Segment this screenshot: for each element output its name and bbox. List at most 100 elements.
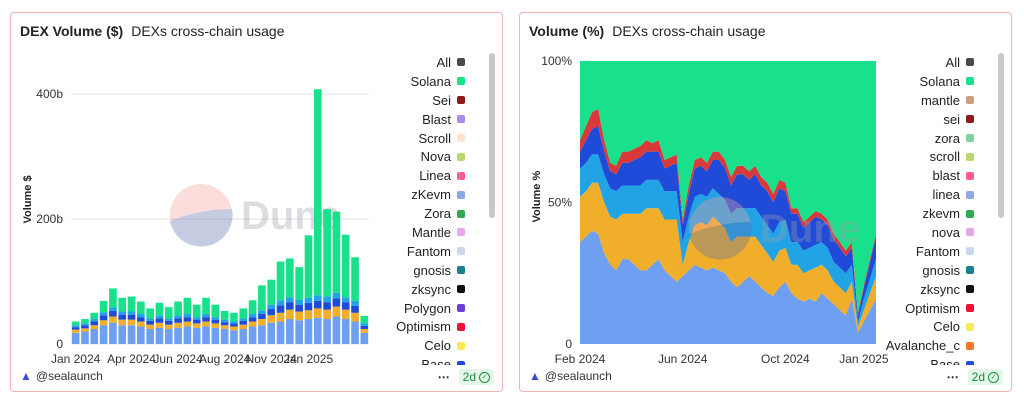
bar-segment	[351, 257, 359, 301]
legend-swatch	[457, 285, 465, 294]
legend-swatch	[966, 115, 974, 124]
bar-segment	[295, 267, 303, 300]
legend-item[interactable]: Celo	[355, 336, 465, 355]
bar-segment	[137, 317, 145, 322]
legend-item[interactable]: blast	[864, 166, 974, 185]
legend-item[interactable]: Linea	[355, 166, 465, 185]
legend-item[interactable]: nova	[864, 223, 974, 242]
footer-author[interactable]: ▲ @sealaunch	[20, 369, 103, 383]
legend-swatch	[457, 190, 465, 199]
legend-item[interactable]: Polygon	[355, 299, 465, 318]
legend-item[interactable]: zora	[864, 129, 974, 148]
legend-item[interactable]: Nova	[355, 147, 465, 166]
refresh-badge[interactable]: 2d ✓	[967, 369, 1003, 385]
bar-segment	[137, 301, 145, 315]
bar-segment	[276, 312, 285, 322]
bar-segment	[267, 309, 276, 316]
legend-item[interactable]: gnosis	[864, 261, 974, 280]
legend-item[interactable]: gnosis	[355, 261, 465, 280]
bar-segment	[286, 297, 294, 303]
legend-item[interactable]: Fantom	[355, 242, 465, 261]
bar-segment	[155, 315, 164, 319]
bar-segment	[323, 209, 331, 297]
legend-swatch	[457, 341, 465, 350]
legend-item[interactable]: Sei	[355, 91, 465, 110]
legend-item[interactable]: Blast	[355, 110, 465, 129]
legend-item[interactable]: Avalanche_c	[864, 336, 974, 355]
x-tick-label: Nov 2024	[246, 352, 298, 366]
bar-segment	[174, 322, 182, 328]
legend-swatch	[966, 304, 974, 313]
legend-item[interactable]: mantle	[864, 91, 974, 110]
more-dots-icon[interactable]: ⋯	[437, 370, 451, 384]
legend-label: zKevm	[411, 187, 451, 203]
legend-item[interactable]: scroll	[864, 147, 974, 166]
bar-segment	[248, 317, 257, 322]
legend-item[interactable]: Fantom	[864, 242, 974, 261]
legend-item[interactable]: zkevm	[864, 204, 974, 223]
legend-swatch	[966, 266, 974, 275]
legend-item[interactable]: Mantle	[355, 223, 465, 242]
legend-item[interactable]: linea	[864, 185, 974, 204]
bar-segment	[239, 320, 248, 325]
legend-swatch	[457, 209, 465, 218]
area-series	[580, 109, 876, 316]
legend-item[interactable]: sei	[864, 110, 974, 129]
legend-scrollbar[interactable]	[998, 53, 1004, 218]
bar-segment	[276, 261, 285, 301]
bar-segment	[127, 314, 136, 320]
legend-item[interactable]: Solana	[355, 72, 465, 91]
legend-swatch	[457, 58, 465, 67]
bar-segment	[295, 311, 303, 321]
legend-label: Optimism	[905, 300, 960, 316]
bar-segment	[258, 314, 266, 320]
legend-item[interactable]: Optimism	[864, 299, 974, 318]
legend-swatch	[966, 228, 974, 237]
legend-label: All	[945, 54, 960, 70]
legend-item[interactable]: zKevm	[355, 185, 465, 204]
legend-item[interactable]: Solana	[864, 72, 974, 91]
refresh-badge[interactable]: 2d ✓	[458, 369, 494, 385]
bar-segment	[323, 296, 331, 303]
legend-swatch	[966, 77, 974, 86]
panel-title: Volume (%) DEXs cross-chain usage	[529, 23, 766, 39]
y-axis-label: Volume %	[531, 171, 543, 223]
bar-segment	[304, 319, 313, 344]
bar-segment	[286, 302, 294, 310]
footer-author[interactable]: ▲ @sealaunch	[529, 369, 612, 383]
bar-segment	[71, 325, 80, 328]
legend-label: gnosis	[413, 262, 451, 278]
legend-swatch	[457, 115, 465, 124]
bar-segment	[360, 329, 369, 333]
more-dots-icon[interactable]: ⋯	[946, 370, 960, 384]
y-tick-label: 0	[565, 337, 572, 351]
watermark-circle	[689, 197, 751, 259]
legend-label: Optimism	[396, 319, 451, 335]
legend-item[interactable]: zksync	[864, 280, 974, 299]
watermark-text: Dune	[760, 207, 860, 251]
legend-item[interactable]: Zora	[355, 204, 465, 223]
check-circle-icon: ✓	[988, 371, 999, 383]
legend-item[interactable]: zksync	[355, 280, 465, 299]
bar-segment	[286, 319, 294, 344]
legend-item[interactable]: All	[864, 53, 974, 72]
legend-swatch	[966, 134, 974, 142]
check-circle-icon: ✓	[479, 371, 490, 383]
legend-swatch	[966, 360, 974, 365]
legend-item[interactable]: Base	[355, 355, 465, 365]
legend-scrollbar[interactable]	[489, 53, 495, 218]
legend-swatch	[457, 77, 465, 86]
legend-item[interactable]: Base	[864, 355, 974, 365]
bar-segment	[323, 302, 331, 310]
legend-label: nova	[931, 224, 960, 240]
legend-label: Base	[930, 357, 960, 365]
legend-item[interactable]: Scroll	[355, 129, 465, 148]
legend-item[interactable]: Optimism	[355, 317, 465, 336]
bar-segment	[71, 321, 80, 326]
legend-swatch	[966, 322, 974, 331]
legend-label: Nova	[420, 149, 451, 165]
legend-item[interactable]: All	[355, 53, 465, 72]
bar-segment	[286, 309, 294, 320]
legend-item[interactable]: Celo	[864, 317, 974, 336]
